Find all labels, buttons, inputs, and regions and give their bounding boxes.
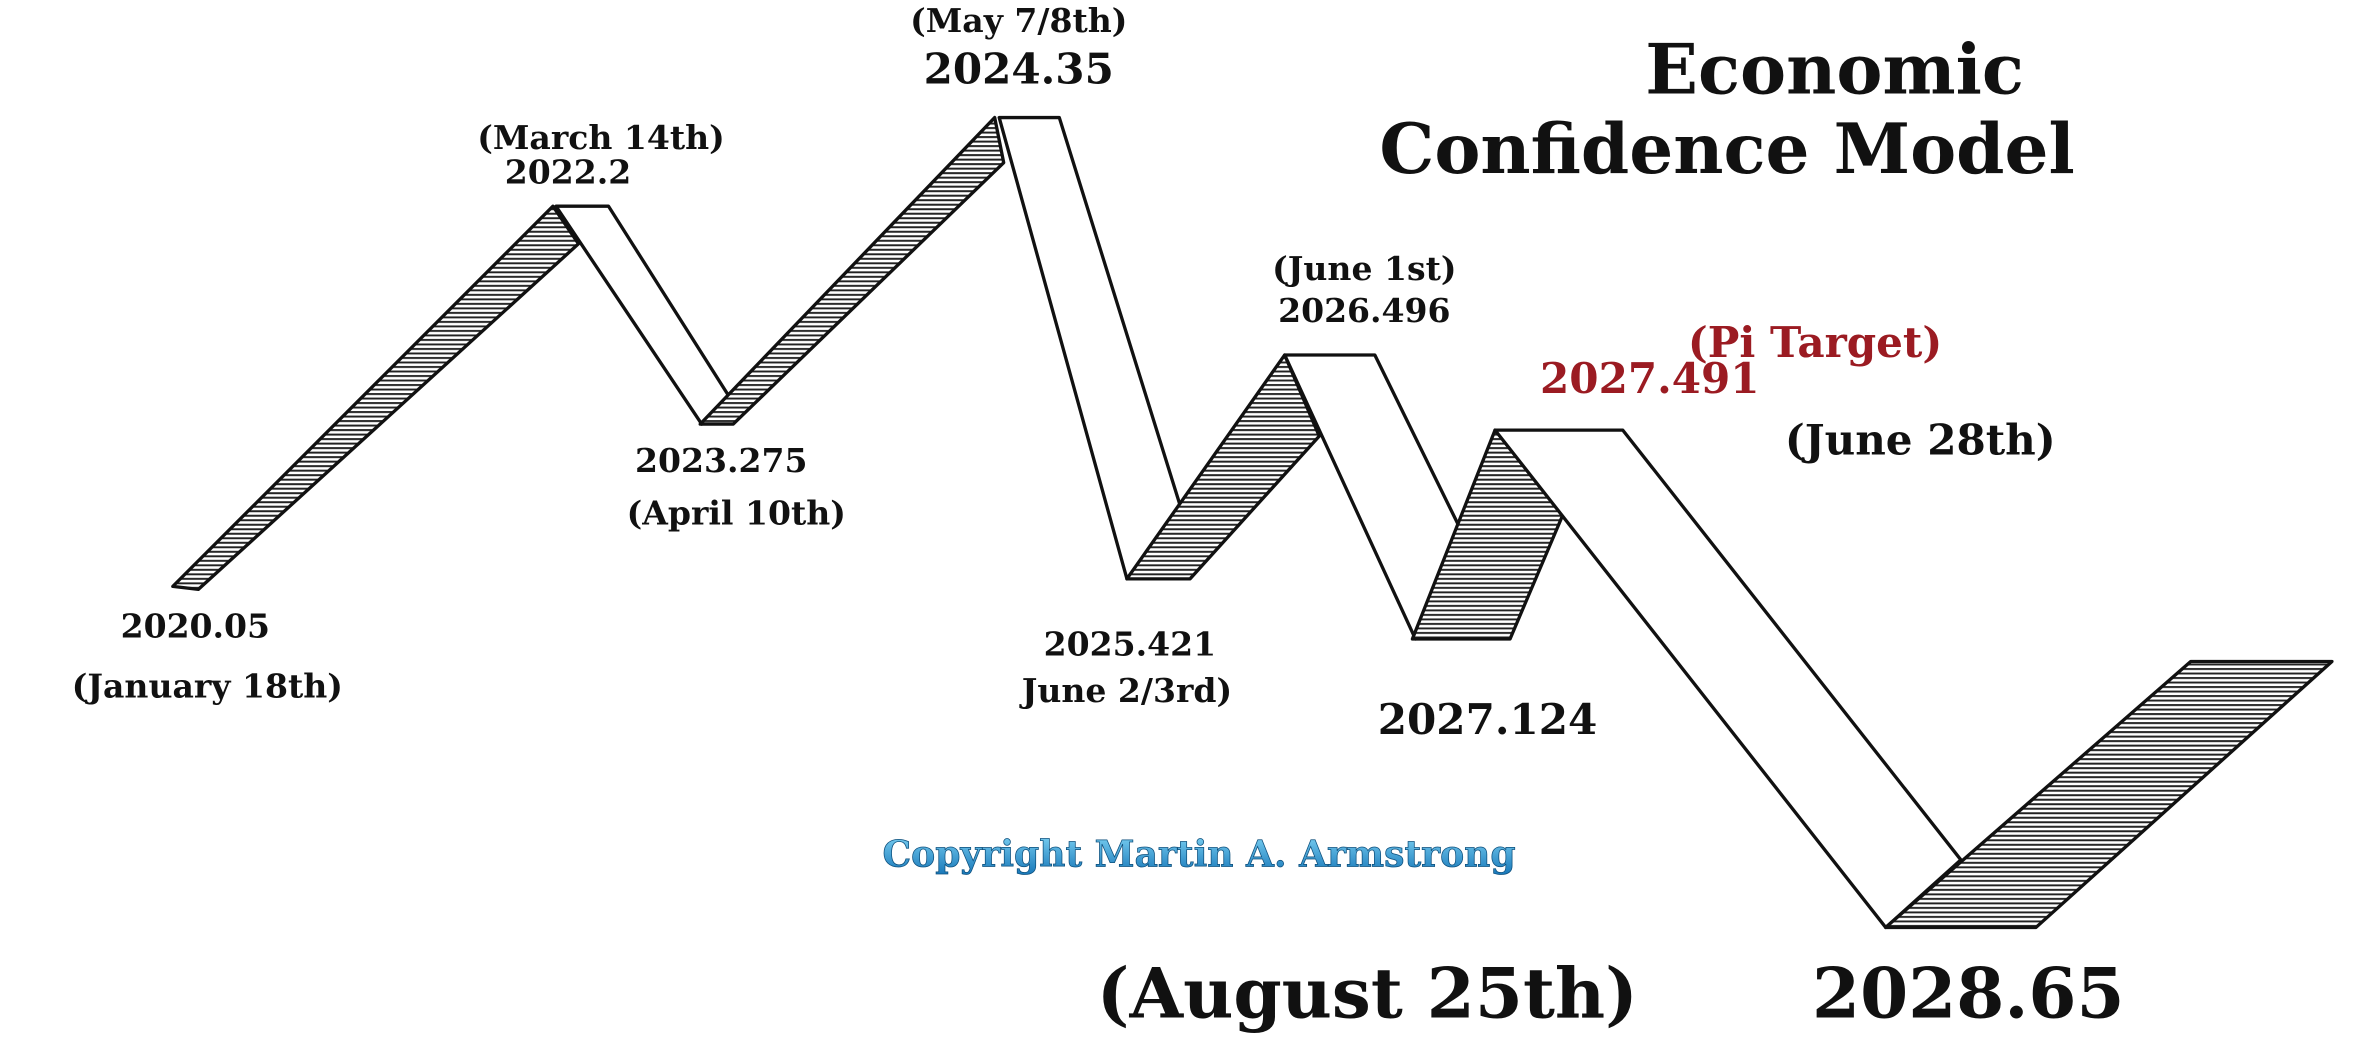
value-label: 2028.65: [1812, 954, 2125, 1035]
date-label: June 2/3rd): [1019, 671, 1232, 710]
down-leg: [1493, 428, 1963, 930]
value-label: 2025.421: [1044, 624, 1216, 663]
date-label: (August 25th): [1097, 954, 1638, 1035]
date-label: (June 1st): [1272, 249, 1456, 288]
value-label: 2023.275: [635, 441, 807, 480]
up-leg: [698, 115, 1006, 426]
down-leg: [554, 204, 735, 426]
pi-target-label: (Pi Target): [1688, 317, 1942, 367]
value-label: 2027.124: [1378, 694, 1598, 744]
up-leg: [1125, 353, 1321, 581]
date-label: (March 14th): [477, 118, 725, 157]
value-label: 2027.491: [1540, 353, 1760, 403]
value-label: 2026.496: [1278, 291, 1450, 330]
value-label: 2022.2: [505, 153, 631, 192]
up-leg: [171, 204, 581, 592]
wave: [171, 115, 2334, 930]
date-label: (May 7/8th): [910, 1, 1127, 40]
copyright: Copyright Martin A. Armstrong: [882, 832, 1515, 875]
title: Confidence Model: [1379, 109, 2074, 190]
up-leg: [1884, 659, 2334, 930]
value-label: 2020.05: [121, 606, 270, 645]
date-label: (January 18th): [72, 667, 343, 706]
title: Economic: [1645, 29, 2024, 110]
date-label: (June 28th): [1785, 415, 2056, 465]
down-leg: [997, 115, 1183, 581]
date-label: (April 10th): [627, 494, 846, 533]
value-label: 2024.35: [924, 43, 1114, 93]
